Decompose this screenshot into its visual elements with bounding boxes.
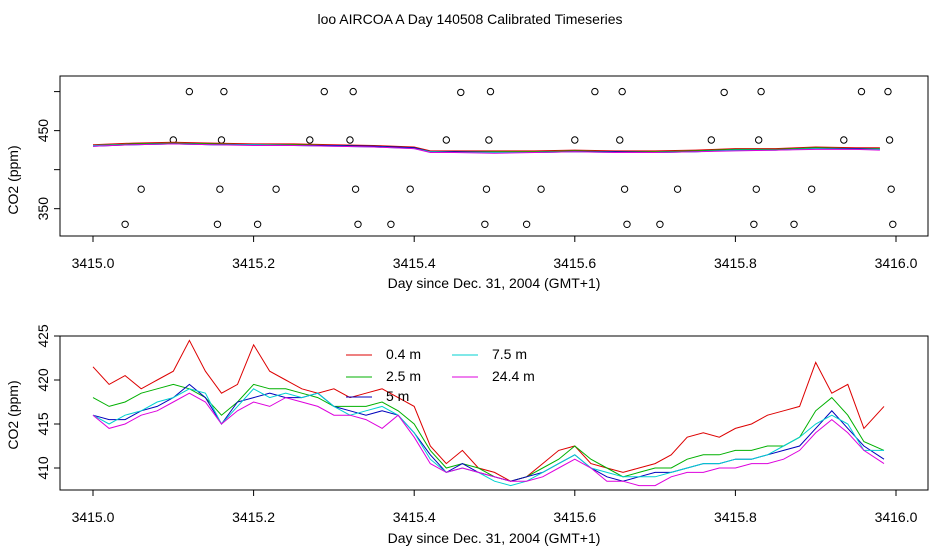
top-panel: Day since Dec. 31, 2004 (GMT+1) CO2 (ppm… [5,75,929,291]
flag-point [482,185,491,193]
flag-point [616,136,624,144]
legend-label: 24.4 m [492,368,535,384]
flag-point [673,185,682,193]
flag-point [537,185,545,193]
series-line-2-5-m [92,383,885,482]
flag-point [790,220,798,228]
flag-point [485,136,493,144]
flag-point [253,220,262,228]
x-tick-label: 3415.2 [232,509,275,525]
x-tick-label: 3415.4 [393,255,436,271]
bottom-y-axis-label: CO2 (ppm) [5,380,21,449]
y-tick-label: 425 [35,324,51,348]
flag-point [220,87,228,96]
legend-label: 5 m [386,388,409,404]
x-tick-label: 3415.2 [232,255,275,271]
flag-point [884,87,892,96]
flag-point [720,88,728,97]
bottom-x-axis-label: Day since Dec. 31, 2004 (GMT+1) [388,530,601,546]
x-tick-label: 3415.8 [714,255,757,271]
flag-point [216,185,224,193]
flag-point [707,136,716,144]
flag-point [591,87,599,96]
flag-point [887,185,895,193]
flag-point [442,136,451,144]
series-line-24-4-m [92,392,885,487]
flag-point [481,220,489,228]
x-tick-label: 3415.6 [553,255,596,271]
x-tick-label: 3415.0 [72,255,115,271]
series-line-0-4-m [92,339,885,482]
flag-point [857,87,866,96]
flag-point [754,136,763,144]
flag-point [387,220,395,228]
flag-point [889,220,897,228]
y-tick-label: 420 [35,368,51,392]
flag-point [346,136,354,144]
series-line-7-5-m [92,388,884,487]
bottom-panel: Day since Dec. 31, 2004 (GMT+1) CO2 (ppm… [5,324,929,546]
series-line-24-4-m [92,143,880,154]
legend: 0.4 m 2.5 m 5 m 7.5 m 24.4 m [346,346,535,404]
flag-point [406,185,414,193]
y-tick-label: 450 [35,119,51,143]
flag-point [213,220,222,228]
x-tick-label: 3415.6 [553,509,596,525]
x-tick-label: 3415.4 [393,509,436,525]
series-line-0-4-m [92,141,880,152]
legend-label: 7.5 m [492,346,527,362]
flag-point [351,185,360,193]
flag-point [571,136,579,144]
flag-point [320,87,328,96]
flag-point [185,87,194,96]
x-tick-label: 3415.8 [714,509,757,525]
legend-label: 0.4 m [386,346,421,362]
x-tick-label: 3416.0 [875,509,918,525]
flag-point [885,136,894,144]
flag-point [620,185,629,193]
flag-point [354,220,362,228]
flag-point [486,87,495,96]
flag-point [840,136,848,144]
flag-point [623,220,631,228]
y-tick-label: 350 [35,197,51,221]
flag-point [757,87,765,96]
flag-point [522,220,531,228]
legend-label: 2.5 m [386,368,421,384]
flag-point [750,220,758,228]
flag-point [457,88,465,97]
x-tick-label: 3415.0 [72,509,115,525]
flag-point [349,87,357,96]
y-tick-label: 415 [35,412,51,436]
top-x-axis-label: Day since Dec. 31, 2004 (GMT+1) [388,275,601,291]
series-line-5-m [92,383,885,482]
bottom-plot-frame [59,335,929,491]
flag-point [217,136,226,144]
flag-point [306,136,314,144]
flag-point [618,87,626,96]
flag-point [121,220,129,228]
top-plot-frame [59,75,929,237]
x-tick-label: 3416.0 [875,255,918,271]
figure-title: loo AIRCOA A Day 140508 Calibrated Times… [317,11,622,27]
flag-point [137,185,145,193]
flag-point [752,185,760,193]
flag-point [272,185,280,193]
y-tick-label: 410 [35,456,51,480]
flag-point [807,185,816,193]
top-y-axis-label: CO2 (ppm) [5,145,21,214]
flag-point [656,220,664,228]
